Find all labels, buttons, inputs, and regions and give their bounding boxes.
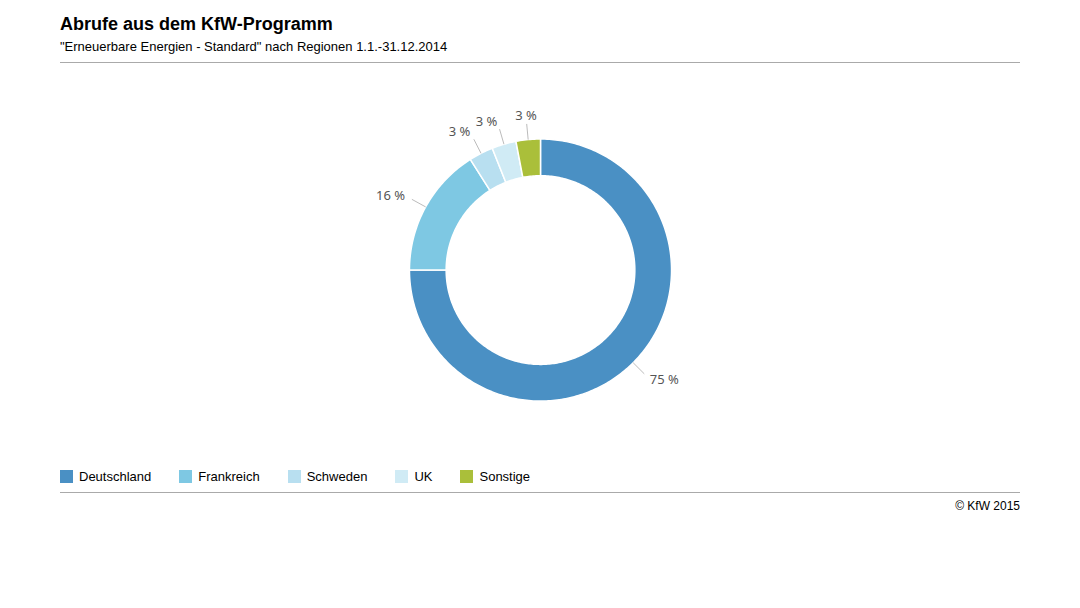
- html-text:Schweden: Schweden: [306, 469, 368, 484]
- html-text:© KfW 2015: © KfW 2015: [955, 499, 1020, 513]
- html-text:Sonstige: Sonstige: [479, 469, 531, 484]
- html-text:Abrufe aus dem KfW-Programm: Abrufe aus dem KfW-Programm: [60, 14, 333, 34]
- svg-text:3 %: 3 %: [449, 122, 471, 140]
- html-text:Frankreich: Frankreich: [198, 469, 260, 484]
- svg-text:3 %: 3 %: [476, 112, 498, 130]
- svg-text:16 %: 16 %: [376, 186, 405, 204]
- html-text:Deutschland: Deutschland: [79, 469, 152, 484]
- html-text:UK: UK: [414, 469, 433, 484]
- html-text:"Erneuerbare Energien - Standa: "Erneuerbare Energien - Standard" nach R…: [60, 39, 448, 54]
- svg-text:75 %: 75 %: [650, 370, 679, 388]
- svg-text:3 %: 3 %: [515, 106, 537, 124]
